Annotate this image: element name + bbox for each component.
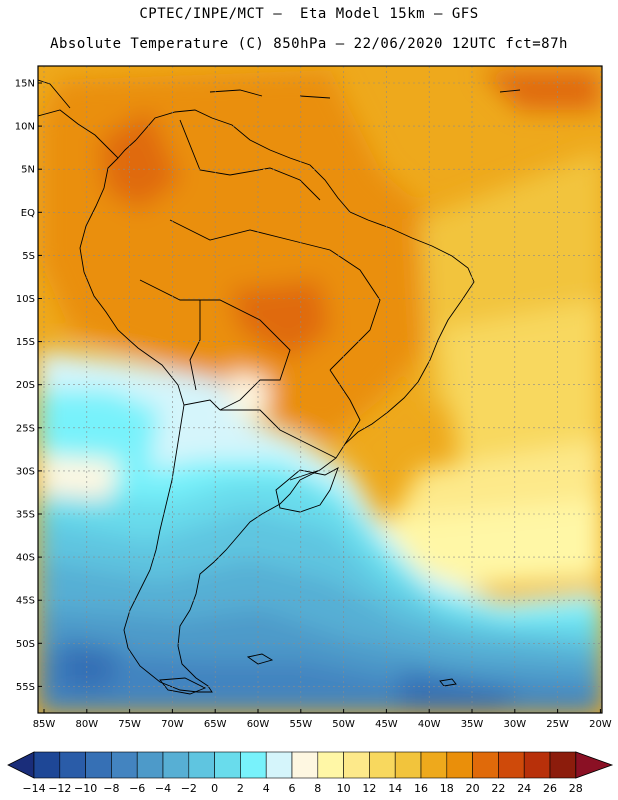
coastlines bbox=[38, 79, 521, 695]
lat-tick-label: EQ bbox=[21, 208, 35, 219]
lat-tick-label: 45S bbox=[16, 596, 35, 607]
colorbar-swatch bbox=[214, 751, 241, 779]
lat-tick-label: 35S bbox=[16, 510, 35, 521]
colorbar-label: −10 bbox=[74, 782, 97, 795]
lon-tick-label: 50W bbox=[332, 719, 355, 730]
latitude-axis: 15N 10N 5N EQ 5S 10S 15S 20S 25S 30S 35S 40S 45S 50S 5… bbox=[15, 79, 42, 693]
colorbar-label: 4 bbox=[263, 782, 270, 795]
colorbar-swatch bbox=[162, 751, 190, 779]
colorbar-swatch bbox=[343, 751, 370, 779]
lon-tick-label: 75W bbox=[118, 719, 141, 730]
colorbar-label: −4 bbox=[155, 782, 171, 795]
colorbar-swatch bbox=[265, 751, 293, 779]
lon-tick-label: 40W bbox=[418, 719, 441, 730]
header-line1: CPTEC/INPE/MCT – Eta Model 15km – GFS bbox=[139, 6, 479, 22]
colorbar-label: 28 bbox=[569, 782, 583, 795]
colorbar-label: 16 bbox=[414, 782, 428, 795]
colorbar-swatch bbox=[420, 751, 448, 779]
lon-tick-label: 20W bbox=[589, 719, 612, 730]
lon-tick-label: 55W bbox=[289, 719, 312, 730]
lat-tick-label: 40S bbox=[16, 553, 35, 564]
colorbar-label: −14 bbox=[22, 782, 45, 795]
colorbar-swatch bbox=[549, 751, 577, 779]
header-line2: Absolute Temperature (C) 850hPa – 22/06/… bbox=[50, 36, 568, 52]
lon-tick-label: 60W bbox=[247, 719, 270, 730]
lat-tick-label: 10S bbox=[16, 294, 35, 305]
lat-tick-label: 5S bbox=[22, 251, 35, 262]
colorbar-swatch bbox=[394, 751, 422, 779]
colorbar-swatch bbox=[472, 751, 499, 779]
colorbar-swatch bbox=[59, 751, 86, 779]
colorbar-label: 18 bbox=[440, 782, 454, 795]
colorbar-swatch bbox=[188, 751, 215, 779]
colorbar-label: 8 bbox=[314, 782, 321, 795]
colorbar: −14 −12 −10 −8 −6 −4 −2 0 2 4 6 8 10 12 14 16 18 20 22 24 26… bbox=[7, 751, 614, 795]
lon-tick-label: 35W bbox=[461, 719, 484, 730]
colorbar-swatch bbox=[446, 751, 473, 779]
colorbar-swatch bbox=[291, 751, 319, 779]
lat-tick-label: 10N bbox=[15, 122, 35, 133]
colorbar-label: 12 bbox=[362, 782, 376, 795]
colorbar-label: 24 bbox=[517, 782, 531, 795]
lon-tick-label: 70W bbox=[161, 719, 184, 730]
colorbar-label: −6 bbox=[129, 782, 145, 795]
lon-tick-label: 65W bbox=[204, 719, 227, 730]
lon-tick-label: 30W bbox=[503, 719, 526, 730]
lon-tick-label: 45W bbox=[375, 719, 398, 730]
colorbar-swatch bbox=[240, 751, 267, 779]
lon-tick-label: 85W bbox=[33, 719, 56, 730]
lat-tick-label: 50S bbox=[16, 639, 35, 650]
colorbar-label: 6 bbox=[289, 782, 296, 795]
lat-tick-label: 30S bbox=[16, 466, 35, 477]
colorbar-label: 14 bbox=[388, 782, 402, 795]
colorbar-swatch bbox=[523, 751, 551, 779]
temperature-field bbox=[38, 66, 602, 713]
lon-tick-label: 25W bbox=[546, 719, 569, 730]
colorbar-label: −2 bbox=[181, 782, 197, 795]
colorbar-swatch bbox=[498, 751, 525, 779]
longitude-axis: 85W 80W 75W 70W 65W 60W 55W 50W 45W 40W 35W 30W 25W 2… bbox=[33, 709, 612, 730]
colorbar-swatch bbox=[85, 751, 112, 779]
colorbar-high-arrow bbox=[575, 751, 614, 779]
graticule bbox=[38, 66, 602, 713]
colorbar-swatch bbox=[369, 751, 396, 779]
lat-tick-label: 25S bbox=[16, 423, 35, 434]
colorbar-low-arrow bbox=[7, 751, 35, 779]
colorbar-label: 20 bbox=[466, 782, 480, 795]
map-frame bbox=[37, 65, 603, 714]
colorbar-label: −12 bbox=[48, 782, 71, 795]
colorbar-label: 2 bbox=[237, 782, 244, 795]
lat-tick-label: 55S bbox=[16, 682, 35, 693]
lat-tick-label: 15S bbox=[16, 337, 35, 348]
colorbar-label: 26 bbox=[543, 782, 557, 795]
colorbar-label: 10 bbox=[337, 782, 351, 795]
colorbar-swatch bbox=[136, 751, 164, 779]
colorbar-label: −8 bbox=[103, 782, 119, 795]
lon-tick-label: 80W bbox=[75, 719, 98, 730]
colorbar-swatch bbox=[111, 751, 138, 779]
lat-tick-label: 20S bbox=[16, 380, 35, 391]
colorbar-swatch bbox=[33, 751, 61, 779]
colorbar-label: 0 bbox=[211, 782, 218, 795]
colorbar-label: 22 bbox=[491, 782, 505, 795]
lat-tick-label: 5N bbox=[21, 165, 35, 176]
colorbar-swatch bbox=[317, 751, 344, 779]
lat-tick-label: 15N bbox=[15, 79, 35, 90]
